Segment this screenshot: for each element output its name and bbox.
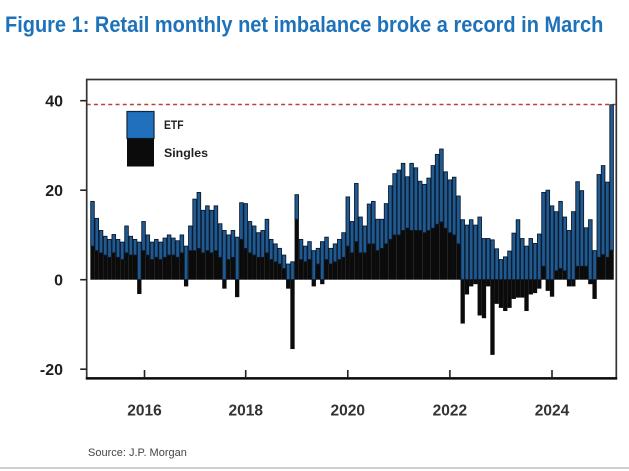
svg-text:ETF: ETF: [164, 118, 184, 132]
svg-text:2020: 2020: [331, 403, 365, 420]
svg-text:2016: 2016: [127, 403, 162, 420]
svg-text:20: 20: [45, 183, 63, 200]
svg-text:Singles: Singles: [164, 146, 208, 160]
svg-text:0: 0: [54, 273, 63, 290]
svg-text:2024: 2024: [535, 403, 570, 420]
svg-text:40: 40: [45, 94, 63, 111]
svg-text:2018: 2018: [228, 403, 263, 420]
svg-text:2022: 2022: [433, 403, 467, 420]
svg-text:-20: -20: [40, 362, 63, 379]
